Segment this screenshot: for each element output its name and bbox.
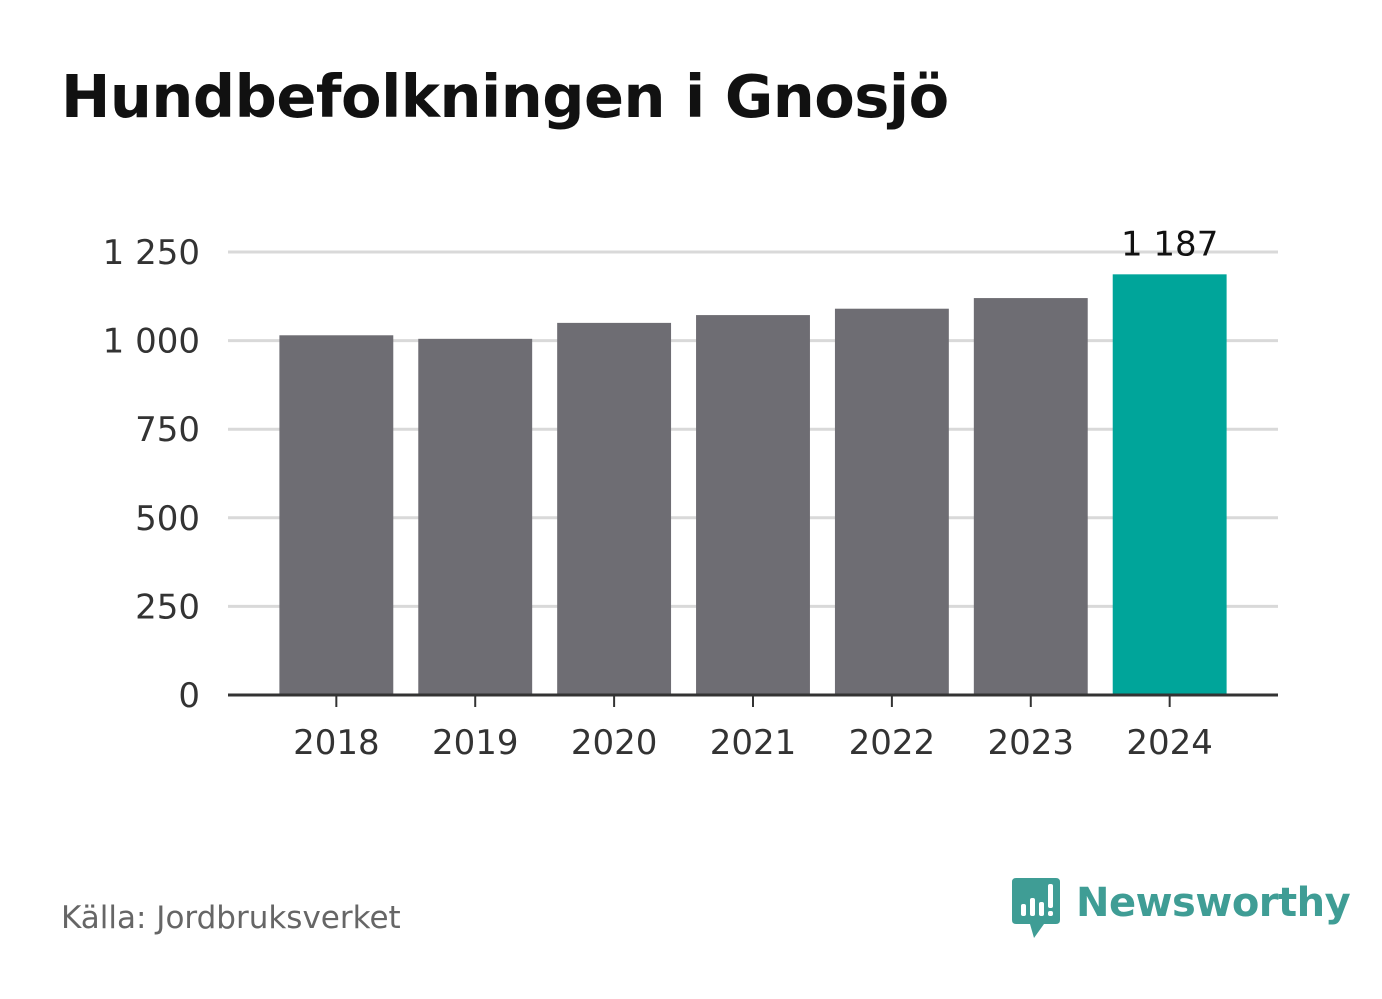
axes: [228, 693, 1278, 707]
bar-2019: [418, 338, 533, 695]
bars: [279, 274, 1227, 695]
y-tick-label: 250: [135, 587, 200, 627]
x-tick-label: 2018: [293, 723, 380, 763]
bar-2020: [557, 322, 672, 695]
x-tick-label: 2021: [710, 723, 797, 763]
y-tick-label: 1 250: [103, 233, 200, 273]
brand-name: Newsworthy: [1076, 880, 1351, 926]
y-tick-label: 0: [178, 676, 200, 716]
y-tick-label: 750: [135, 410, 200, 450]
source-note: Källa: Jordbruksverket: [61, 900, 401, 936]
bar-2018: [279, 335, 394, 695]
x-tick-label: 2020: [571, 723, 658, 763]
bar-2024: [1112, 274, 1227, 695]
x-tick-label: 2024: [1126, 723, 1213, 763]
bar-2023: [973, 298, 1088, 695]
x-tick-label: 2022: [849, 723, 936, 763]
data-label-2024: 1 187: [1121, 224, 1218, 264]
bar-2022: [834, 308, 949, 695]
x-tick-label: 2019: [432, 723, 519, 763]
newsworthy-logo-icon: [1012, 878, 1060, 938]
x-tick-label: 2023: [988, 723, 1075, 763]
brand-logo: Newsworthy: [1010, 878, 1351, 940]
chart-title: Hundbefolkningen i Gnosjö: [61, 62, 949, 131]
labels: 0 250 500 750 1 000 1 250 2018 2019 2020 2021 2022…: [103, 224, 1219, 763]
y-tick-label: 1 000: [103, 322, 200, 362]
bar-2021: [696, 315, 810, 695]
y-tick-label: 500: [135, 499, 200, 539]
